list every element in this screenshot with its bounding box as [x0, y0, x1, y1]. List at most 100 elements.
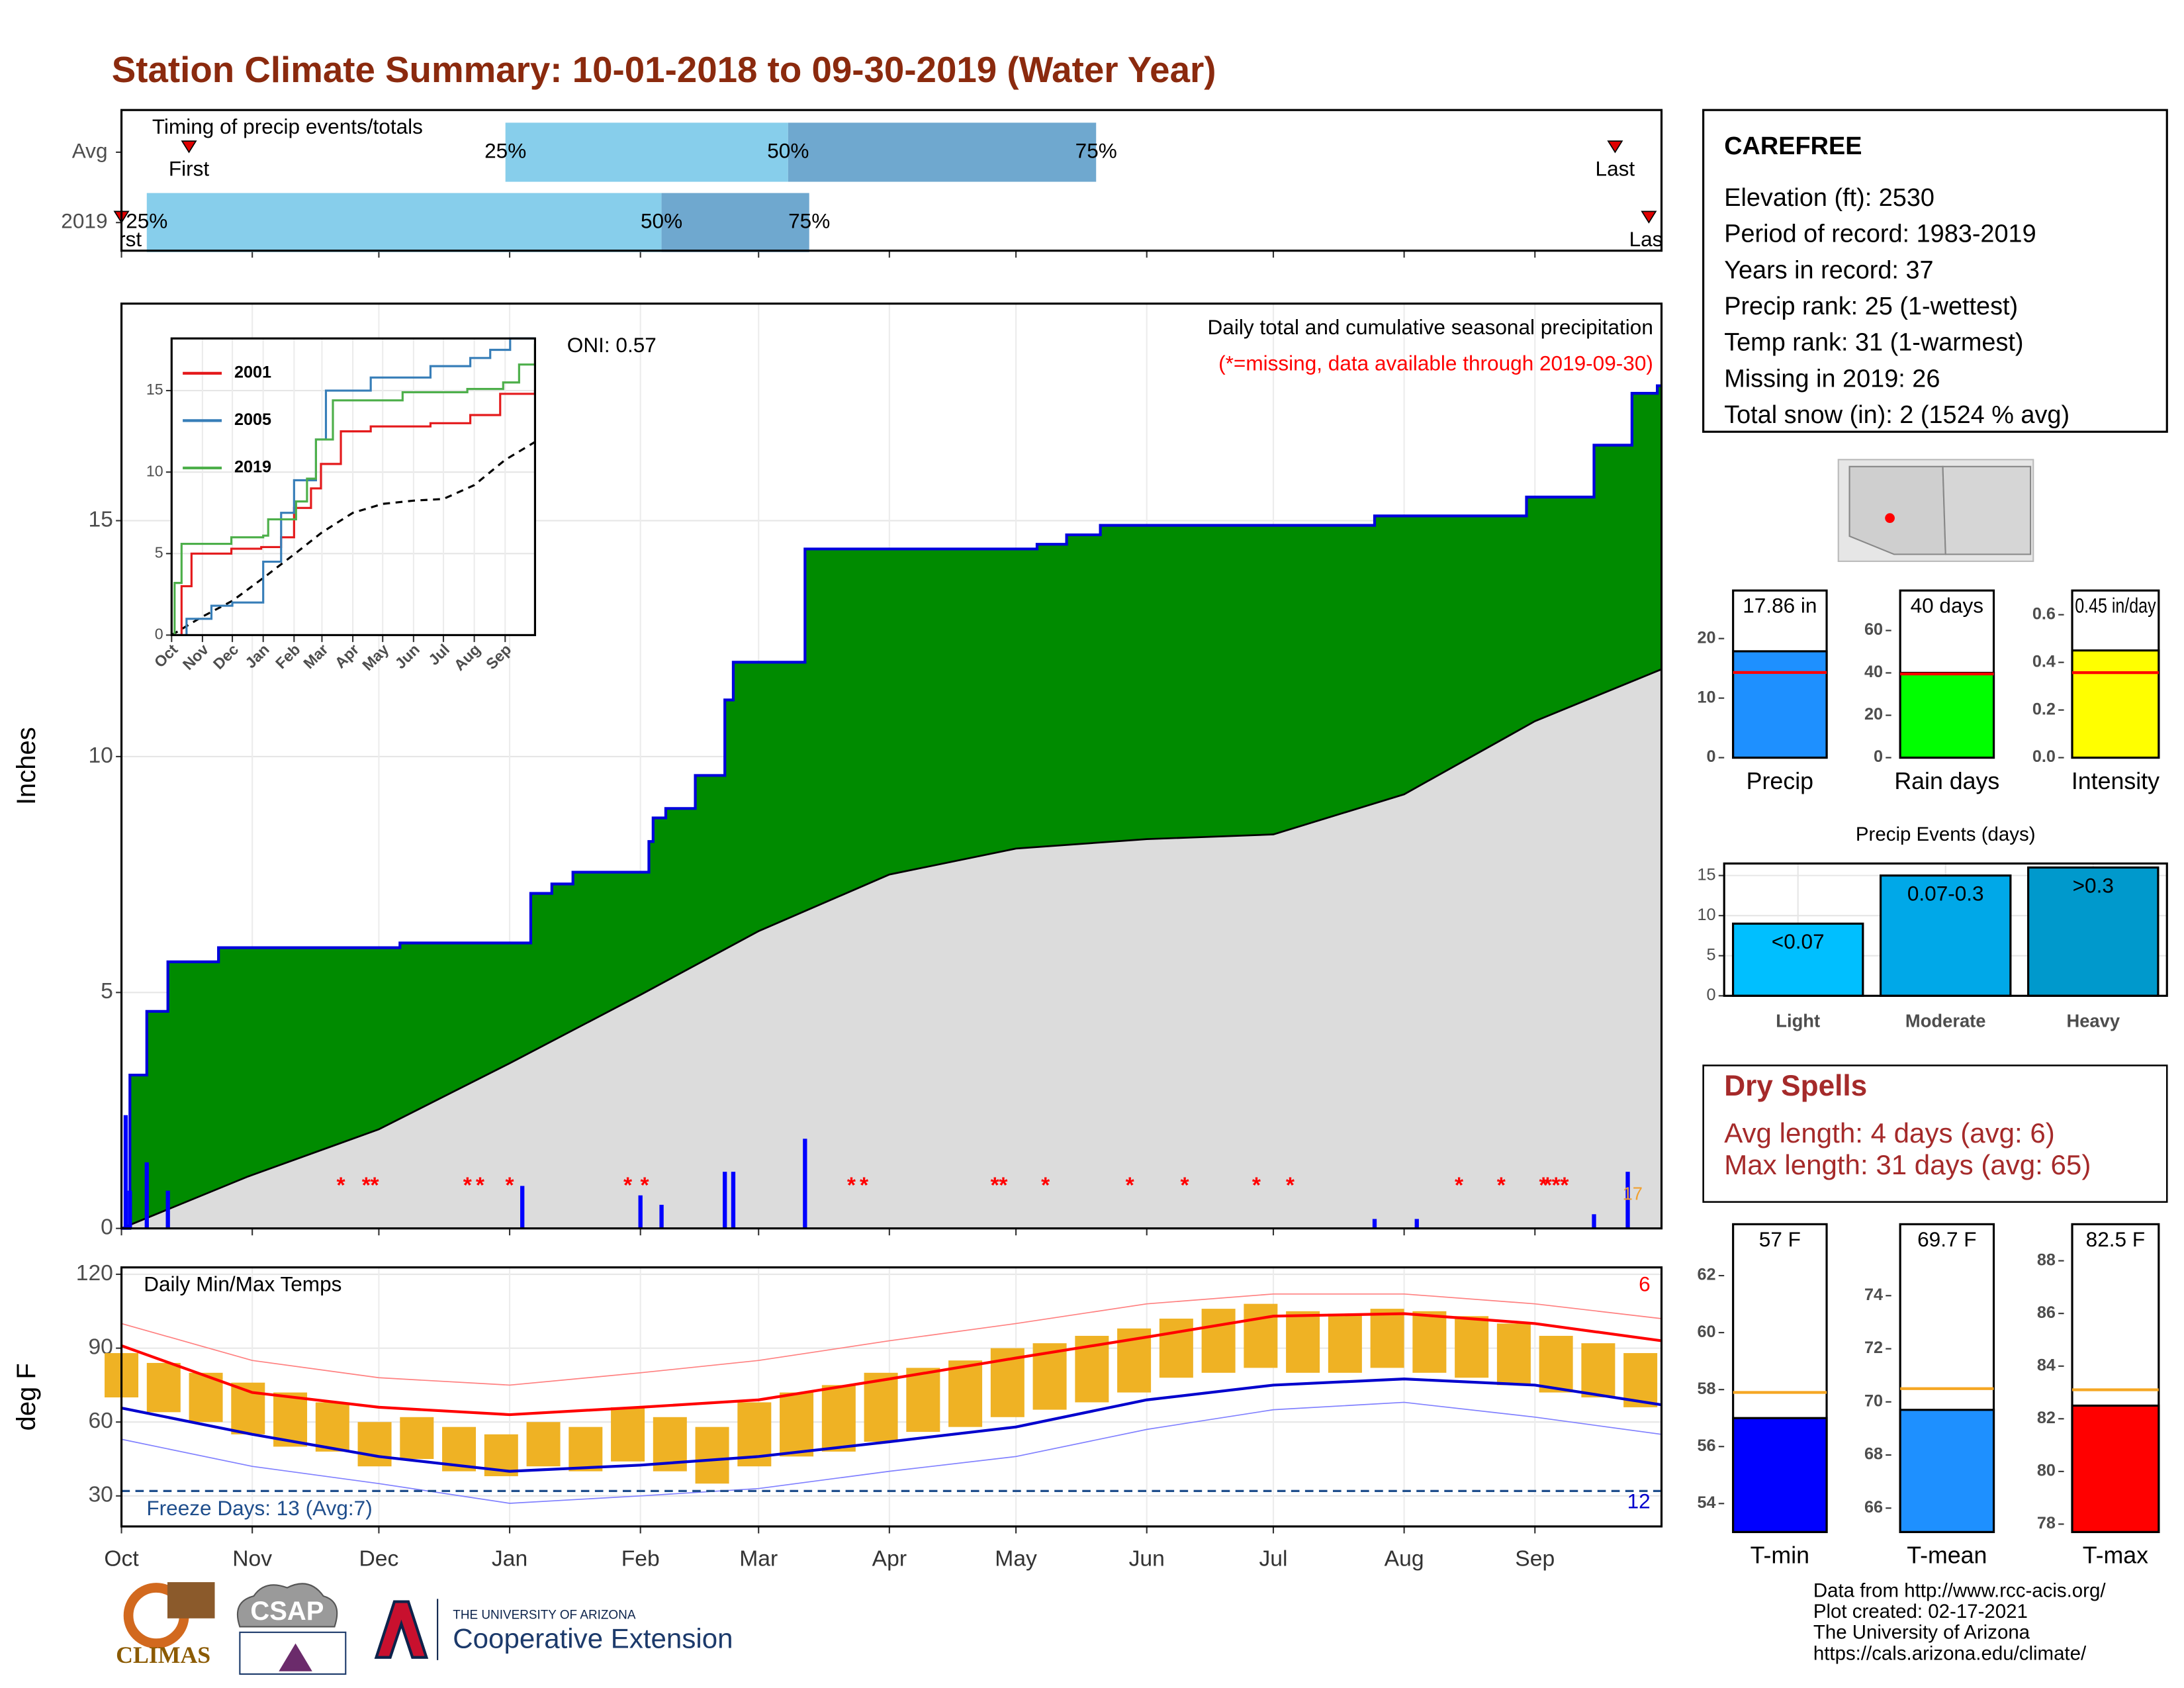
temp-range-bar	[695, 1427, 729, 1484]
y-tick-label: 10	[146, 462, 163, 479]
last-label: Last	[1629, 227, 1669, 251]
temp-range-bar	[1412, 1311, 1447, 1373]
plot-border	[170, 337, 536, 636]
page-title: Station Climate Summary: 10-01-2018 to 0…	[112, 49, 1216, 90]
y-tick-label: 80	[2037, 1462, 2056, 1480]
missing-marker: *	[336, 1173, 345, 1197]
annotation: Daily total and cumulative seasonal prec…	[1208, 315, 1653, 339]
y-tick-label: 72	[1864, 1338, 1883, 1357]
bar	[1732, 650, 1828, 759]
missing-marker: *	[1252, 1173, 1261, 1197]
daily-bar	[723, 1172, 727, 1229]
missing-marker: *	[991, 1173, 1000, 1197]
station-line: Years in record: 37	[1724, 256, 1933, 284]
map-state	[1848, 465, 1946, 555]
y-tick-label: 70	[1864, 1391, 1883, 1410]
y-tick-label: 15	[88, 507, 113, 532]
value-label: 69.7 F	[1917, 1227, 1976, 1251]
series-line	[171, 344, 536, 636]
climas-block	[167, 1582, 215, 1618]
bar-label: 0.07-0.3	[1907, 881, 1984, 905]
missing-marker: *	[506, 1173, 515, 1197]
plot-border	[1723, 862, 2168, 997]
y-tick-label: 20	[1697, 628, 1715, 647]
temp-range-bar	[1370, 1309, 1404, 1368]
missing-marker: *	[1126, 1173, 1135, 1197]
y-axis-label: Inches	[12, 727, 41, 805]
bar-label: >0.3	[2073, 873, 2114, 897]
y-tick-label: 0.6	[2032, 604, 2056, 623]
temp-line	[121, 1378, 1662, 1473]
x-tick-label: Nov	[232, 1546, 272, 1571]
map-station-dot	[1885, 513, 1895, 524]
bar	[1732, 1417, 1828, 1533]
cumulative-line	[121, 384, 1662, 1230]
temp-range-bar	[146, 1362, 181, 1413]
temp-range-bar	[1623, 1353, 1658, 1407]
temp-line	[121, 1401, 1662, 1504]
y-tick-label: 0.2	[2032, 700, 2056, 718]
series-line	[171, 391, 536, 636]
temp-range-bar	[1201, 1309, 1236, 1373]
temp-range-bar	[526, 1422, 561, 1467]
logo-text: THE UNIVERSITY OF ARIZONA	[453, 1609, 636, 1622]
row-label: 2019	[61, 209, 107, 233]
missing-marker: *	[1286, 1173, 1295, 1197]
category-label: T-mean	[1907, 1542, 1987, 1569]
x-tick-label: Apr	[872, 1546, 907, 1571]
category-label: Intensity	[2071, 768, 2160, 794]
average-fill	[121, 669, 1662, 1229]
temp-line	[121, 1293, 1662, 1386]
dry-spells-line: Avg length: 4 days (avg: 6)	[1724, 1117, 2055, 1149]
daily-bar	[638, 1195, 643, 1229]
station-line: Missing in 2019: 26	[1724, 365, 1940, 393]
x-tick-label: Aug	[1385, 1546, 1424, 1571]
bar	[2027, 866, 2160, 997]
logo-text: Cooperative Extension	[453, 1623, 733, 1654]
category-label: Light	[1776, 1011, 1820, 1031]
quartile-label: 25%	[126, 209, 167, 233]
x-tick-label: Oct	[104, 1546, 139, 1571]
daily-bar	[731, 1172, 736, 1229]
missing-marker: *	[641, 1173, 650, 1197]
temp-range-bar	[906, 1368, 940, 1432]
quartile-bar	[146, 193, 662, 252]
panel-title: Timing of precip events/totals	[152, 115, 423, 138]
temp-range-bar	[1581, 1343, 1615, 1398]
category-label: T-max	[2083, 1542, 2148, 1569]
legend-label: 2019	[234, 458, 271, 477]
daily-bar	[659, 1205, 664, 1229]
first-label: First	[169, 157, 210, 181]
y-tick-label: 15	[146, 381, 163, 398]
x-tick-label: Jan	[492, 1546, 527, 1571]
missing-marker: *	[860, 1173, 869, 1197]
panel-title: Precip Events (days)	[1856, 823, 2036, 845]
bar	[2071, 649, 2160, 759]
station-box	[1702, 109, 2168, 433]
station-line: Total snow (in): 2 (1524 % avg)	[1724, 401, 2070, 429]
y-tick-label: 10	[1697, 688, 1715, 706]
y-tick-label: 74	[1864, 1286, 1883, 1304]
y-tick-label: 62	[1697, 1266, 1715, 1284]
x-tick-label: May	[995, 1546, 1037, 1571]
x-tick-label: Jun	[1129, 1546, 1165, 1571]
missing-marker: *	[1543, 1173, 1553, 1197]
missing-marker: *	[463, 1173, 473, 1197]
temp-range-bar	[821, 1385, 856, 1452]
quartile-label: 25%	[484, 138, 526, 162]
y-tick-label: 0	[155, 626, 163, 643]
y-tick-label: 30	[88, 1483, 113, 1507]
x-tick-label: Dec	[359, 1546, 399, 1571]
y-tick-label: 0	[101, 1215, 113, 1240]
oni-label: ONI: 0.57	[567, 333, 657, 357]
daily-bar	[144, 1162, 149, 1229]
missing-marker: *	[999, 1173, 1008, 1197]
category-label: Precip	[1747, 768, 1813, 794]
annotation: (*=missing, data available through 2019-…	[1218, 352, 1653, 375]
daily-bar	[1625, 1172, 1630, 1229]
y-tick-label: 84	[2037, 1356, 2056, 1374]
footer-line: Plot created: 02-17-2021	[1813, 1601, 2028, 1622]
station-line: Temp rank: 31 (1-warmest)	[1724, 329, 2023, 357]
plot-border	[120, 109, 1663, 252]
